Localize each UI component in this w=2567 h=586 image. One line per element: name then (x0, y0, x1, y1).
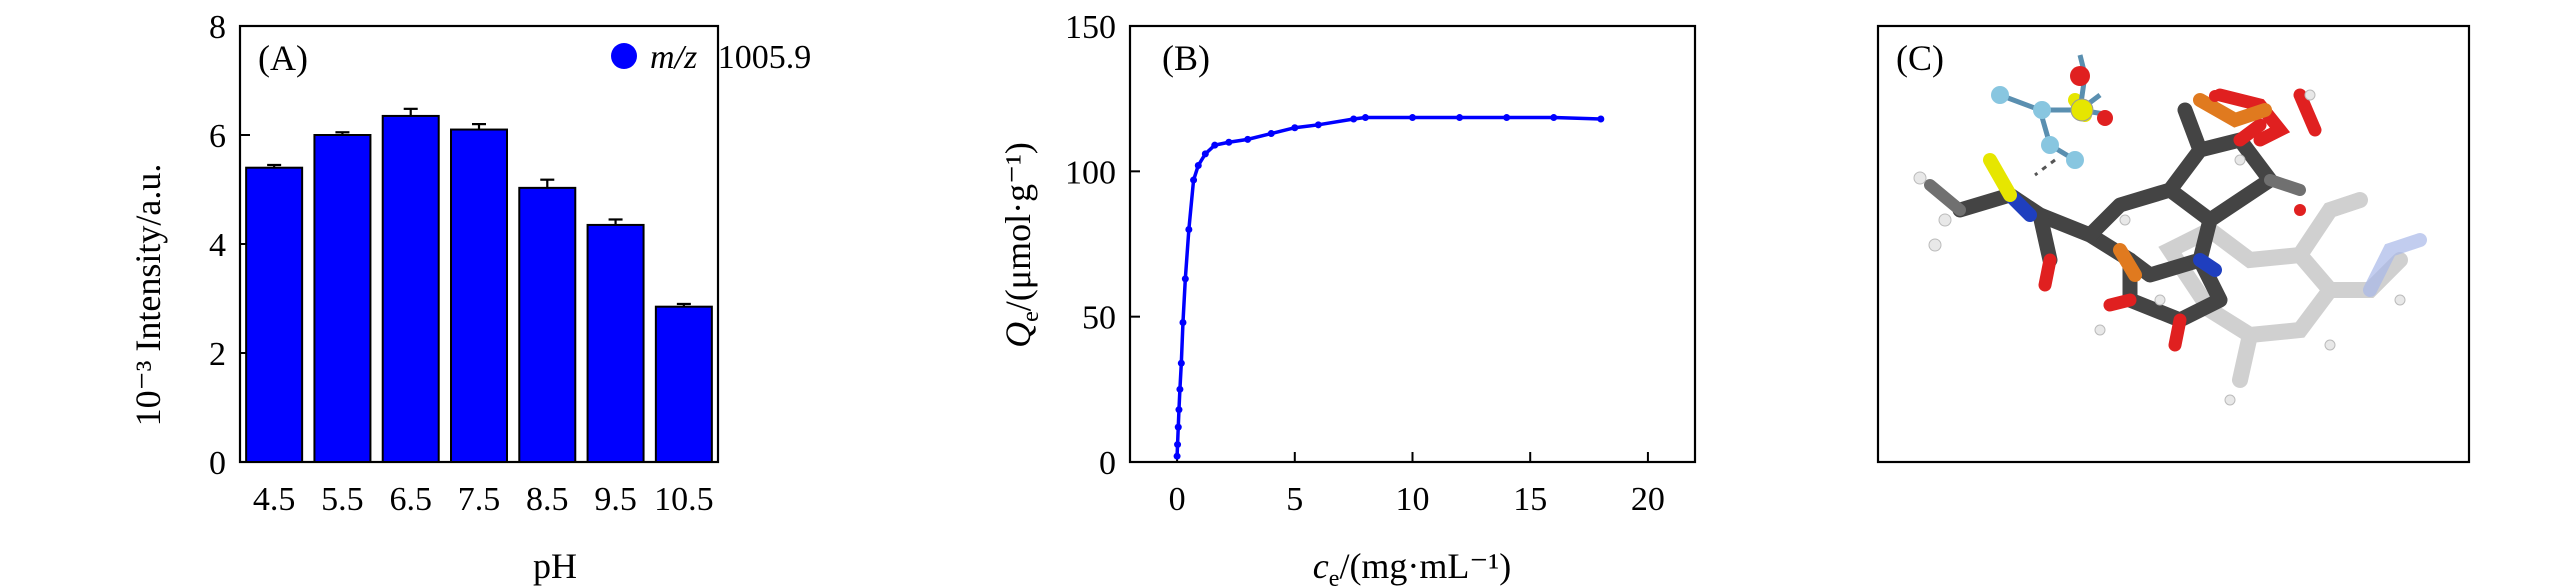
panel-b-point (1176, 385, 1184, 393)
panel-b-ylabel-sub: e (1018, 311, 1044, 322)
bar-4.5 (245, 166, 304, 463)
bar-5.5 (313, 134, 372, 463)
panel-b-point (1225, 138, 1233, 146)
bar-10.5 (654, 305, 713, 463)
panel-b-ylabel-unit: /(μmol·g⁻¹) (998, 142, 1038, 311)
panel-a-xtick-label: 9.5 (594, 481, 637, 518)
bar-8.5 (518, 186, 577, 464)
legend-a-text: m/z 1005.9 (650, 39, 811, 76)
panel-b-point (1185, 225, 1193, 233)
panel-b-point (1175, 406, 1183, 414)
panel-b-line-chart: (B) ce/(mg·mL⁻¹) Qe/(μmol·g⁻¹) 050100150… (998, 9, 1697, 586)
panel-b-point (1314, 121, 1322, 129)
panel-b-point (1201, 150, 1209, 158)
panel-b-xtick-label: 5 (1286, 481, 1303, 518)
legend-a-italic: m/z (650, 39, 697, 76)
panel-b-xlabel-sub: e (1329, 566, 1340, 586)
panel-b-xtick-label: 20 (1631, 481, 1665, 518)
panel-b-point (1244, 135, 1252, 143)
panel-a-ytick-label: 0 (209, 445, 226, 482)
panel-b-point (1291, 124, 1299, 132)
panel-b-xtick-label: 10 (1396, 481, 1430, 518)
atom-f2 (2033, 101, 2051, 119)
legend-a: m/z 1005.9 (611, 39, 811, 76)
panel-b-point (1179, 318, 1187, 326)
panel-b-point (1174, 441, 1182, 449)
panel-a-xtick-label: 7.5 (458, 481, 501, 518)
panel-a-xtick-label: 5.5 (321, 481, 364, 518)
panel-b-ylabel-var: Q (998, 322, 1038, 348)
panel-b-ytick-label: 150 (1065, 9, 1116, 46)
panel-a-ytick-label: 6 (209, 118, 226, 155)
panel-b-point (1267, 130, 1275, 138)
panel-a-ytick-label: 4 (209, 227, 226, 264)
bar-9.5 (586, 223, 645, 463)
panel-a-xtick-label: 8.5 (526, 481, 569, 518)
atom-f4 (2066, 151, 2084, 169)
panel-b-point (1211, 141, 1219, 149)
panel-a-xtick-label: 10.5 (654, 481, 714, 518)
bar-7.5 (450, 128, 508, 464)
atom-f1 (1991, 86, 2009, 104)
panel-b-point (1174, 423, 1182, 431)
panel-b-ylabel: Qe/(μmol·g⁻¹) (998, 142, 1044, 348)
panel-b-point (1550, 114, 1558, 122)
atom-o4 (2294, 204, 2306, 216)
atom-o2 (2097, 110, 2113, 126)
panel-b-point (1361, 114, 1369, 122)
atom-f3 (2041, 136, 2059, 154)
legend-a-value: 1005.9 (718, 39, 812, 76)
atom-o3 (2209, 90, 2221, 102)
panel-a-ylabel: 10⁻³ Intensity/a.u. (128, 164, 168, 427)
panel-c-label: (C) (1896, 38, 1944, 78)
molecular-structure-icon (1913, 54, 2427, 406)
panel-b-point (1190, 176, 1198, 184)
panel-a-ytick-label: 2 (209, 336, 226, 373)
panel-b-ytick-label: 100 (1065, 154, 1116, 191)
panel-a-xlabel: pH (533, 546, 577, 586)
panel-b-point (1409, 114, 1416, 122)
panel-b-point (1503, 114, 1511, 122)
panel-b-point (1194, 162, 1202, 170)
panel-a-label: (A) (258, 38, 308, 78)
panel-b-xlabel: ce/(mg·mL⁻¹) (1313, 546, 1511, 586)
panel-b-ytick-label: 0 (1099, 445, 1116, 482)
panel-a-bar-chart: (A) m/z 1005.9 pH 10⁻³ Intensity/a.u. 0 2… (128, 9, 811, 586)
panel-b-point (1597, 115, 1605, 123)
panel-a-xtick-label: 4.5 (253, 481, 296, 518)
panel-b-point (1177, 359, 1185, 367)
panel-b-label: (B) (1162, 38, 1210, 78)
atom-s (2070, 98, 2094, 122)
panel-b-point (1456, 114, 1464, 122)
panel-b-point (1173, 452, 1181, 460)
atom-o1 (2070, 66, 2090, 86)
panel-b-xlabel-var: c (1313, 546, 1329, 586)
legend-a-marker (611, 43, 637, 69)
panel-b-point (1181, 275, 1189, 283)
panel-b-xtick-label: 15 (1513, 481, 1547, 518)
panel-b-ytick-label: 50 (1082, 300, 1116, 337)
panel-a-xtick-label: 6.5 (389, 481, 432, 518)
panel-b-point (1350, 115, 1358, 123)
panel-b-series-line (1175, 115, 1601, 457)
panel-c-molecule: (C) (1876, 24, 2471, 464)
bar-6.5 (381, 114, 440, 464)
panel-b-plot-frame (1128, 24, 1697, 464)
panel-a-ytick-label: 8 (209, 9, 226, 46)
panel-b-xtick-label: 0 (1169, 481, 1186, 518)
panel-b-xlabel-unit: /(mg·mL⁻¹) (1339, 546, 1511, 586)
